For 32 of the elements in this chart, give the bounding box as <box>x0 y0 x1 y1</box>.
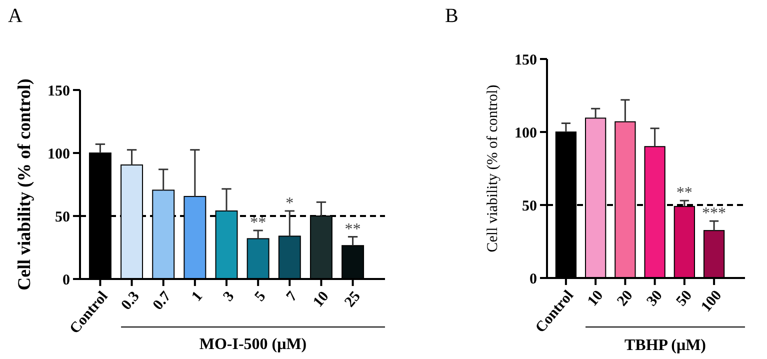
y-axis-title: Cell viability (% of control) <box>485 84 501 252</box>
y-tick-label: 50 <box>55 209 70 226</box>
y-tick-label: 100 <box>514 125 537 142</box>
annotation: *** <box>702 205 726 222</box>
y-tick-label: 150 <box>514 52 537 68</box>
y-tick-label: 0 <box>62 272 70 288</box>
x-tick-label: 1 <box>188 288 206 305</box>
y-tick-label: 50 <box>522 198 537 214</box>
x-tick-label: 10 <box>584 288 607 310</box>
y-tick-label: 0 <box>530 271 537 288</box>
x-tick-label: 20 <box>614 288 636 310</box>
x-axis-title: MO-I-500 (μM) <box>199 336 307 353</box>
x-tick-label: 0.3 <box>118 288 143 314</box>
annotation: * <box>286 194 294 212</box>
chart-title: A <box>8 5 23 27</box>
y-axis-title: Cell viability (% of control) <box>14 78 34 290</box>
y-tick-label: 100 <box>48 146 70 162</box>
x-tick-label: 0.7 <box>150 288 175 314</box>
x-tick-label: 100 <box>698 288 726 316</box>
x-axis-title: TBHP (μM) <box>624 337 706 354</box>
chart-title: B <box>445 5 458 27</box>
annotation: ** <box>676 184 692 202</box>
x-tick-label: 25 <box>342 288 364 310</box>
x-tick-label: 10 <box>310 288 332 310</box>
x-tick-label: 3 <box>220 288 238 305</box>
y-tick-label: 150 <box>48 83 70 100</box>
annotation: ** <box>344 220 361 238</box>
x-tick-label: 5 <box>252 288 270 305</box>
x-tick-label: 30 <box>644 288 666 310</box>
x-tick-label: 50 <box>674 288 696 310</box>
annotation: ** <box>250 214 266 232</box>
x-tick-label: 7 <box>284 288 302 305</box>
